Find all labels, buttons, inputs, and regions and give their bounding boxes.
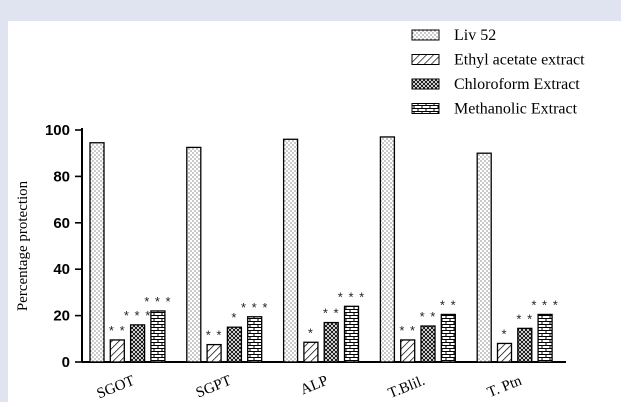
y-tick-label: 80 [53,168,70,185]
bar-sgot-chloroform-extract [129,324,146,363]
significance-mark: * * * [144,294,171,309]
bar-t-blil-chloroform-extract [420,325,436,363]
bar-t-blil-ethyl-acetate-extract [400,339,416,363]
significance-mark: * * [440,297,457,312]
significance-mark: * * [323,306,340,321]
significance-mark: * * [109,323,126,338]
legend-swatch-ethyl-acetate-extract [411,54,440,65]
bars [89,136,553,363]
significance-mark: * [231,310,237,325]
bar-t-blil-liv-52 [379,136,396,363]
category-label-sgot: SGOT [95,373,137,402]
category-label-sgpt: SGPT [194,373,234,402]
y-tick-label: 40 [53,261,70,278]
significance-mark: * [501,326,507,341]
significance-mark: * * [206,328,223,343]
category-label-t-blil: T.Blil. [386,373,427,402]
bar-sgpt-ethyl-acetate-extract [206,343,222,363]
bar-sgpt-liv-52 [186,146,202,363]
category-label-t-ptn: T. Ptn [485,373,524,401]
legend-label-methanolic-extract: Methanolic Extract [454,101,578,118]
bar-sgpt-chloroform-extract [226,326,243,363]
significance-mark: * * * [124,308,151,323]
y-axis-label: Percentage protection [15,180,31,311]
bar-t-ptn-chloroform-extract [517,327,533,363]
bar-sgot-liv-52 [89,142,105,363]
significance-mark: * [308,325,314,340]
y-tick-label: 100 [45,122,70,139]
category-labels: SGOT SGPT ALP T.Blil. T. Ptn [95,373,525,402]
y-tick-label: 20 [53,308,70,325]
y-axis: 0 20 40 60 80 100 [45,122,83,371]
bar-alp-methanolic-extract [343,305,360,363]
significance-mark: * * [420,309,437,324]
legend-swatch-methanolic-extract [411,103,440,114]
bar-t-blil-methanolic-extract [440,313,456,363]
y-tick-label: 0 [62,354,70,371]
bar-t-ptn-liv-52 [476,152,492,363]
legend: Liv 52 Ethyl acetate extract Chloroform Ex… [411,27,585,118]
significance-mark: * * * [338,289,365,304]
bar-t-ptn-ethyl-acetate-extract [496,342,513,363]
bar-sgpt-methanolic-extract [247,316,263,363]
y-tick-label: 60 [53,215,70,232]
legend-swatch-liv-52 [411,29,440,41]
bar-sgot-ethyl-acetate-extract [109,339,125,363]
significance-mark: * * * [531,297,558,312]
legend-swatch-chloroform-extract [411,78,440,90]
significance-mark: * * * [241,300,268,315]
category-label-alp: ALP [298,373,330,398]
significance-marks: * ** * ** * ** *** * *** ** * ** ** ** *… [109,289,558,343]
legend-label-liv-52: Liv 52 [454,27,496,44]
bar-sgot-methanolic-extract [150,310,166,363]
bar-alp-chloroform-extract [323,321,339,363]
bar-alp-ethyl-acetate-extract [303,341,319,363]
legend-label-chloroform-extract: Chloroform Extract [454,76,580,93]
bar-alp-liv-52 [282,138,299,363]
bar-t-ptn-methanolic-extract [537,313,553,363]
significance-mark: * * [399,323,416,338]
legend-label-ethyl-acetate-extract: Ethyl acetate extract [454,52,585,69]
significance-mark: * * [516,311,533,326]
